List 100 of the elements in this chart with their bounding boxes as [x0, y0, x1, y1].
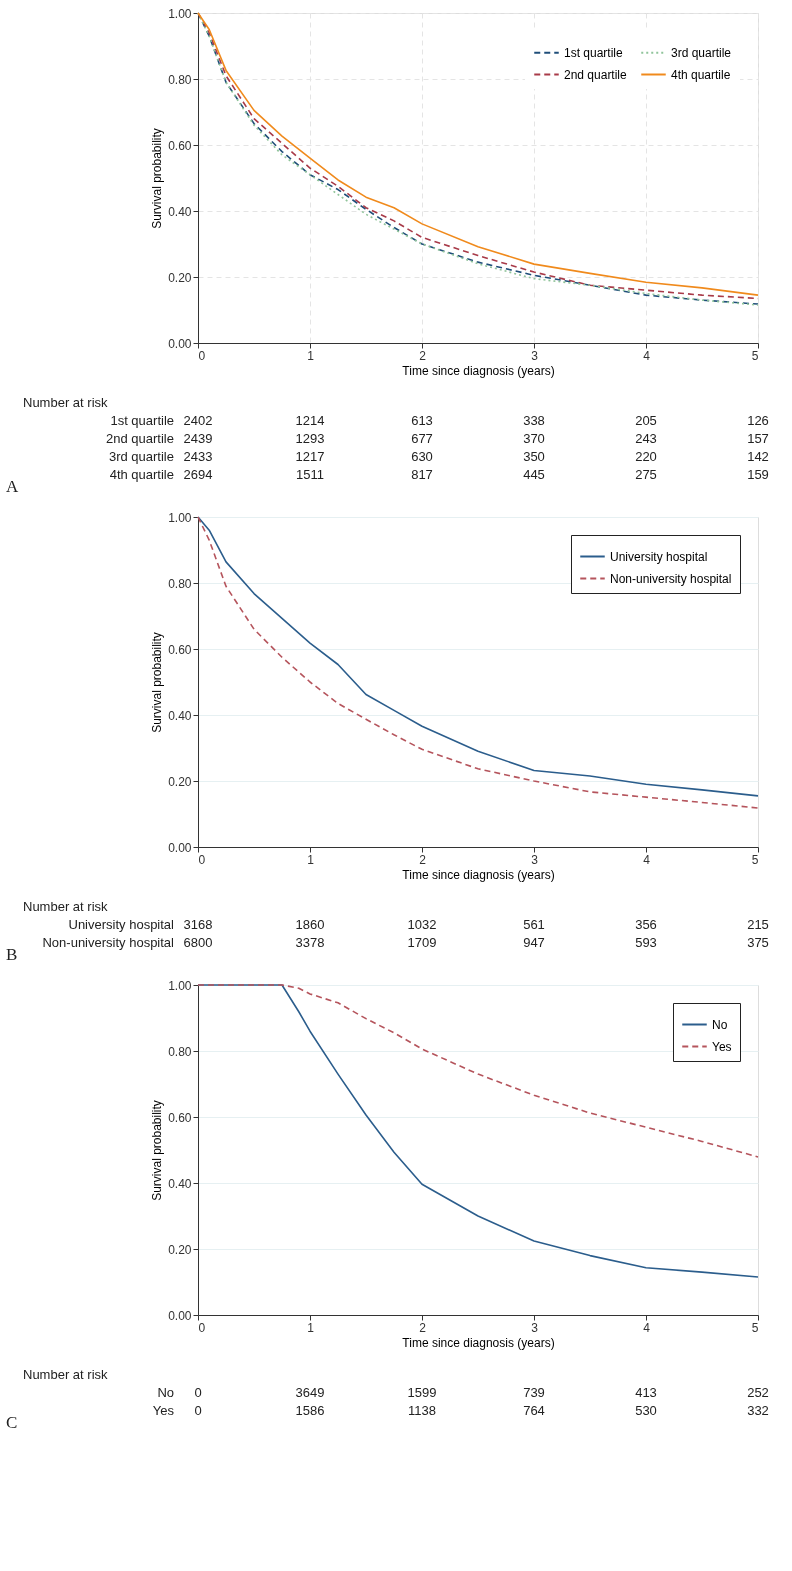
- text: 764: [523, 1403, 545, 1418]
- text: 1032: [407, 917, 437, 932]
- line-series: [197, 984, 759, 1158]
- text: 338: [523, 413, 545, 428]
- text: C: [6, 1413, 18, 1432]
- legend-label: Yes: [712, 1039, 732, 1054]
- x-tick-label: 0: [198, 348, 206, 363]
- x-tick-label: 0: [198, 1320, 206, 1335]
- x-tick-label: 3: [531, 852, 539, 867]
- y-tick-label: 0.20: [168, 270, 192, 285]
- x-tick-label: 0: [198, 852, 206, 867]
- text: No: [157, 1385, 174, 1400]
- y-tick-label: 0.60: [168, 642, 192, 657]
- y-tick-label: 0.00: [168, 840, 192, 855]
- y-tick-label: 1.00: [168, 6, 192, 21]
- y-tick-label: 0.40: [168, 708, 192, 723]
- x-tick-label: 1: [307, 1320, 315, 1335]
- y-axis-title: Survival probability: [150, 632, 165, 733]
- text: 817: [411, 467, 433, 482]
- text: Number at risk: [23, 1367, 109, 1382]
- text: 413: [635, 1385, 657, 1400]
- x-tick-label: 3: [531, 1320, 539, 1335]
- y-axis-title: Survival probability: [150, 1100, 165, 1201]
- x-axis-title: Time since diagnosis (years): [402, 1335, 555, 1350]
- y-axis-title: Survival probability: [150, 128, 165, 229]
- text: 142: [747, 449, 769, 464]
- text: 252: [747, 1385, 769, 1400]
- text: 1709: [407, 935, 437, 950]
- text: 2433: [183, 449, 213, 464]
- legend-label: 4th quartile: [671, 67, 731, 82]
- text: A: [6, 477, 19, 496]
- y-tick-label: 0.80: [168, 72, 192, 87]
- x-tick-label: 3: [531, 348, 539, 363]
- text: 4th quartile: [109, 467, 174, 482]
- y-tick-label: 0.00: [168, 336, 192, 351]
- y-tick-label: 1.00: [168, 978, 192, 993]
- x-tick-label: 2: [419, 1320, 427, 1335]
- text: 1st quartile: [110, 413, 174, 428]
- text: 370: [523, 431, 545, 446]
- x-axis-title: Time since diagnosis (years): [402, 363, 555, 378]
- text: 159: [747, 467, 769, 482]
- x-tick-label: 1: [307, 852, 315, 867]
- x-tick-label: 4: [643, 1320, 651, 1335]
- x-tick-label: 5: [751, 348, 759, 363]
- x-axis-title: Time since diagnosis (years): [402, 867, 555, 882]
- legend-label: 2nd quartile: [564, 67, 628, 82]
- text: 375: [747, 935, 769, 950]
- text: 530: [635, 1403, 657, 1418]
- text: Number at risk: [23, 395, 109, 410]
- text: 126: [747, 413, 769, 428]
- text: 3378: [295, 935, 325, 950]
- text: 3rd quartile: [108, 449, 174, 464]
- legend-label: No: [712, 1017, 728, 1032]
- text: 0: [194, 1385, 202, 1400]
- text: 677: [411, 431, 433, 446]
- text: B: [6, 945, 18, 964]
- text: 356: [635, 917, 657, 932]
- text: 1138: [408, 1403, 436, 1418]
- text: University hospital: [68, 917, 175, 932]
- text: 1293: [295, 431, 325, 446]
- text: 1599: [407, 1385, 437, 1400]
- text: 157: [747, 431, 769, 446]
- x-tick-label: 2: [419, 348, 427, 363]
- y-tick-label: 0.60: [168, 1110, 192, 1125]
- y-tick-label: 0.80: [168, 576, 192, 591]
- y-tick-label: 0.20: [168, 1242, 192, 1257]
- text: 332: [747, 1403, 769, 1418]
- x-tick-label: 4: [643, 852, 651, 867]
- y-tick-label: 0.80: [168, 1044, 192, 1059]
- text: 1217: [295, 449, 325, 464]
- text: 630: [411, 449, 433, 464]
- text: 947: [523, 935, 545, 950]
- x-tick-label: 4: [643, 348, 651, 363]
- text: Yes: [152, 1403, 175, 1418]
- legend-label: University hospital: [610, 549, 708, 564]
- text: 205: [635, 413, 657, 428]
- text: 215: [747, 917, 769, 932]
- text: 593: [635, 935, 657, 950]
- text: 243: [635, 431, 657, 446]
- y-tick-label: 0.60: [168, 138, 192, 153]
- text: 613: [411, 413, 433, 428]
- y-tick-label: 0.40: [168, 1176, 192, 1191]
- text: 739: [523, 1385, 545, 1400]
- x-tick-label: 5: [751, 852, 759, 867]
- y-tick-label: 0.40: [168, 204, 192, 219]
- text: 275: [635, 467, 657, 482]
- y-tick-label: 1.00: [168, 510, 192, 525]
- text: 6800: [183, 935, 213, 950]
- text: Number at risk: [23, 899, 109, 914]
- text: 3649: [295, 1385, 325, 1400]
- y-tick-label: 0.00: [168, 1308, 192, 1323]
- text: 445: [523, 467, 545, 482]
- text: 3168: [183, 917, 213, 932]
- legend-label: 3rd quartile: [671, 45, 732, 60]
- x-tick-label: 1: [307, 348, 315, 363]
- text: 1511: [296, 467, 324, 482]
- text: 2402: [183, 413, 213, 428]
- text: 1860: [295, 917, 325, 932]
- text: 561: [523, 917, 545, 932]
- legend-label: Non-university hospital: [610, 571, 732, 586]
